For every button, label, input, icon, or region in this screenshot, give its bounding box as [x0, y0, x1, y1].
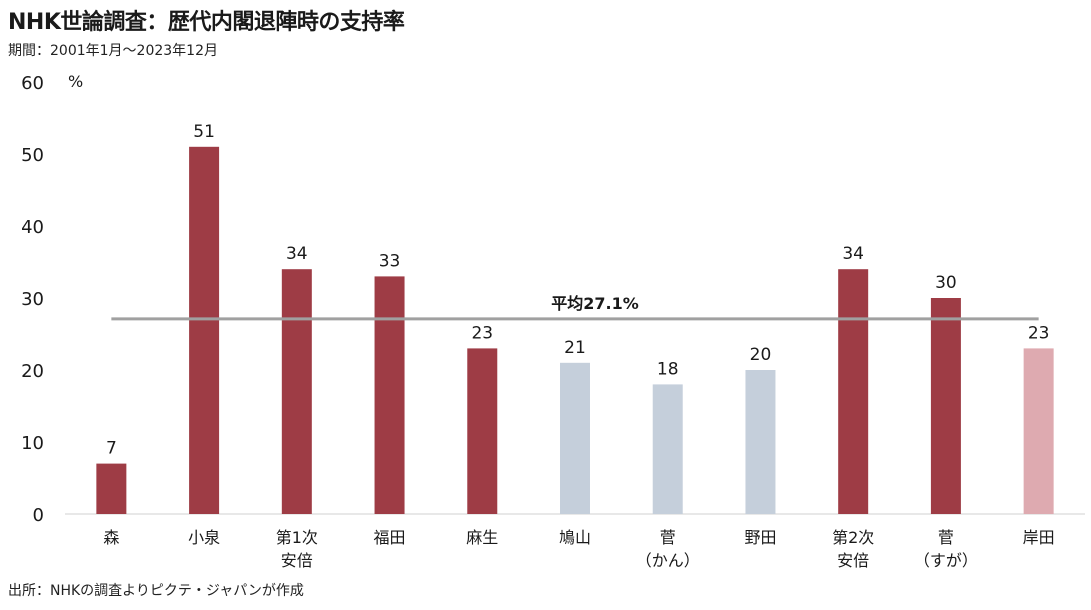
x-tick-label: 岸田 — [1023, 528, 1055, 547]
bar — [560, 362, 590, 514]
x-tick-label: （すが） — [914, 551, 978, 570]
x-tick-label: 麻生 — [466, 528, 498, 547]
bar — [930, 298, 961, 514]
average-label: 平均27.1% — [551, 294, 639, 313]
bar — [467, 348, 498, 514]
y-tick-label: 40 — [21, 217, 44, 238]
data-label: 34 — [842, 244, 864, 264]
x-tick-label: （かん） — [636, 551, 700, 570]
data-label: 33 — [379, 251, 401, 271]
y-tick-label: 60 — [21, 73, 44, 94]
x-tick-label: 鳩山 — [559, 528, 591, 547]
x-tick-label: 菅 — [938, 528, 954, 547]
y-tick-label: 20 — [21, 361, 44, 382]
data-label: 20 — [750, 345, 772, 365]
bars — [96, 146, 1054, 515]
x-tick-label: 第2次 — [832, 528, 874, 547]
bar — [189, 146, 220, 515]
bar — [745, 370, 776, 514]
y-tick-label: 50 — [21, 145, 44, 166]
y-tick-label: 30 — [21, 289, 44, 310]
data-label: 18 — [657, 359, 679, 379]
y-unit-label: % — [68, 72, 84, 91]
chart-title: NHK世論調査：歴代内閣退陣時の支持率 — [8, 10, 405, 35]
x-tick-label: 森 — [103, 528, 119, 547]
y-tick-label: 10 — [21, 433, 44, 454]
data-label: 23 — [1028, 323, 1050, 343]
x-tick-label: 福田 — [374, 528, 406, 547]
data-label: 30 — [935, 273, 957, 293]
x-tick-label: 菅 — [660, 528, 676, 547]
bar — [1023, 348, 1054, 514]
period-label: 期間：2001年1月～2023年12月 — [8, 43, 218, 59]
value-labels: 7 51 34 33 23 21 18 20 34 30 23 — [106, 122, 1050, 459]
y-tick-label: 0 — [33, 505, 44, 526]
x-tick-label: 安倍 — [837, 551, 869, 570]
bar — [96, 463, 127, 514]
x-tick-label: 小泉 — [188, 528, 220, 547]
x-tick-label: 安倍 — [281, 551, 313, 570]
data-label: 7 — [106, 439, 117, 459]
data-label: 51 — [193, 122, 215, 142]
bar — [838, 269, 869, 514]
x-tick-label: 野田 — [744, 528, 776, 547]
bar — [281, 269, 312, 514]
bar — [652, 384, 683, 514]
data-label: 34 — [286, 244, 308, 264]
data-label: 21 — [564, 338, 586, 358]
y-axis-ticks: 0 10 20 30 40 50 60 — [21, 73, 44, 526]
source-note: 出所：NHKの調査よりピクテ・ジャパンが作成 — [8, 583, 304, 599]
bar — [374, 276, 405, 514]
data-label: 23 — [471, 323, 493, 343]
x-tick-label: 第1次 — [276, 528, 318, 547]
